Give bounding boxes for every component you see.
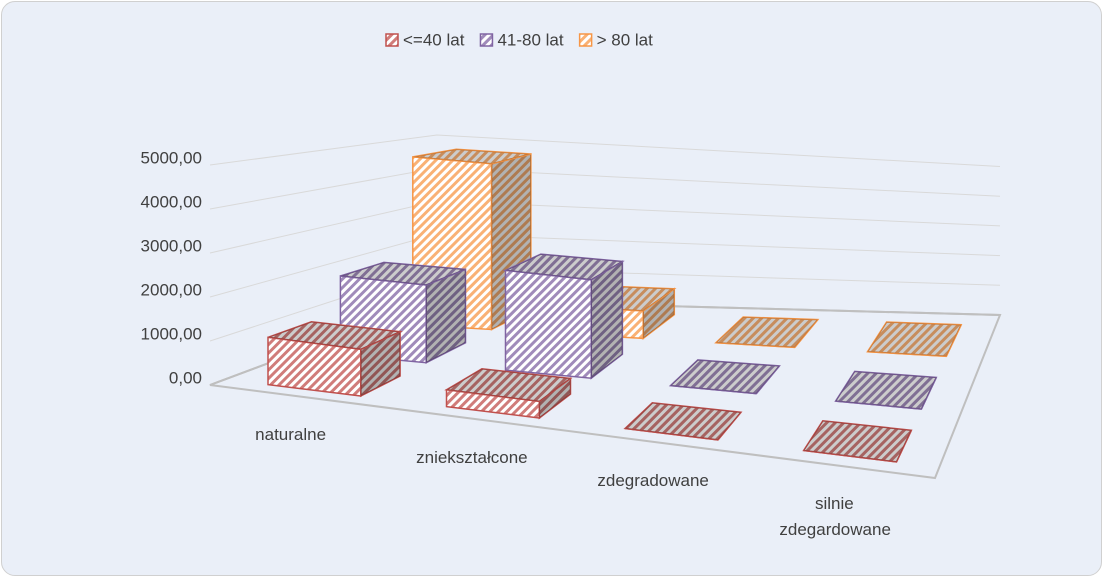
x-tick-label: naturalne xyxy=(255,424,327,444)
bar xyxy=(834,370,938,410)
grid-line xyxy=(209,200,1001,254)
x-tick-label: zniekształcone xyxy=(416,447,528,467)
x-tick-label: silnie zdegardowane xyxy=(779,494,891,540)
legend-label: <=40 lat xyxy=(403,30,465,49)
bar xyxy=(802,420,913,463)
y-tick-label: 4000,00 xyxy=(141,192,202,211)
y-tick-label: 2000,00 xyxy=(141,280,202,299)
bar xyxy=(714,316,820,349)
legend-swatch xyxy=(578,33,593,47)
legend-label: 41-80 lat xyxy=(497,30,563,49)
legend-swatch xyxy=(385,33,399,47)
grid-line xyxy=(209,167,1001,210)
bar xyxy=(267,321,403,398)
x-tick-label: zdegradowane xyxy=(597,471,709,491)
y-tick-label: 5000,00 xyxy=(141,148,202,167)
legend-label: > 80 lat xyxy=(597,30,654,49)
bar xyxy=(623,402,743,441)
bar xyxy=(668,359,781,395)
bar xyxy=(866,321,963,358)
y-tick-label: 1000,00 xyxy=(141,324,202,343)
bar xyxy=(502,253,625,380)
grid-line xyxy=(209,134,1001,167)
bar xyxy=(444,368,573,420)
legend-swatch xyxy=(479,33,494,47)
y-tick-label: 3000,00 xyxy=(141,236,202,255)
y-tick-label: 0,00 xyxy=(169,368,202,387)
